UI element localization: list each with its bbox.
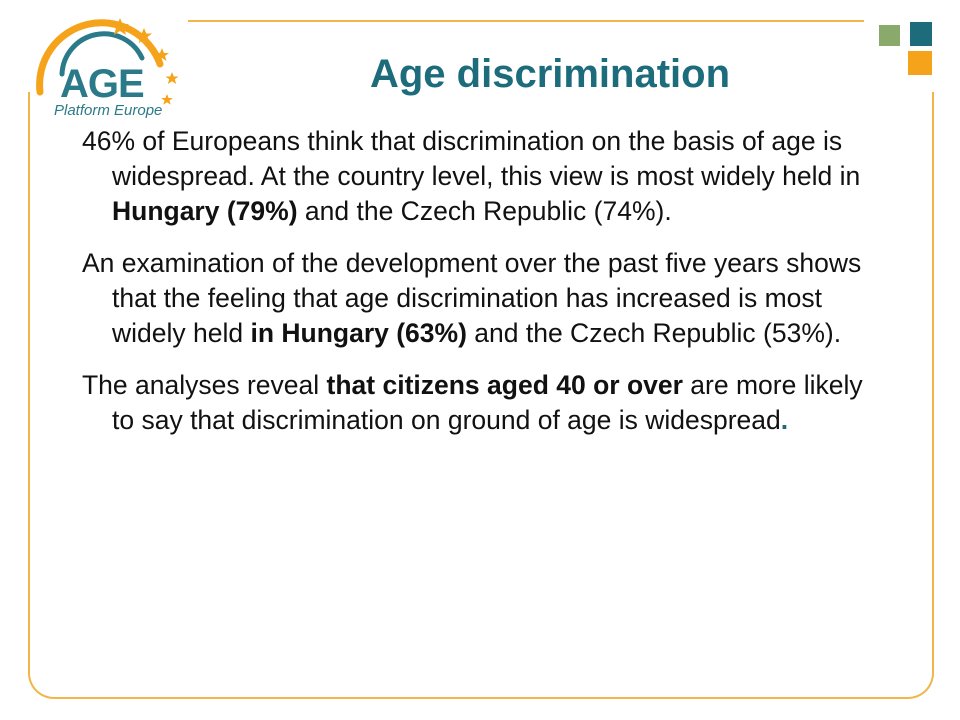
paragraph-3: The analyses reveal that citizens aged 4… (82, 368, 882, 438)
paragraph-3-period: . (780, 405, 789, 435)
paragraph-2-highlight: in Hungary (63%) (250, 318, 467, 348)
slide-frame (28, 92, 934, 699)
slide-body: 46% of Europeans think that discriminati… (82, 124, 882, 455)
paragraph-2: An examination of the development over t… (82, 246, 882, 351)
logo-subtitle: Platform Europe (54, 102, 163, 119)
paragraph-3-text: The analyses reveal (82, 370, 327, 400)
decor-square-green (879, 25, 900, 46)
slide-title: Age discrimination (369, 52, 731, 96)
decor-square-orange (908, 51, 932, 75)
paragraph-2-tail: and the Czech Republic (53%). (466, 318, 842, 348)
paragraph-1-text: 46% of Europeans think that discriminati… (82, 126, 861, 191)
paragraph-3-highlight: that citizens aged 40 or over (326, 370, 683, 400)
logo-wordmark: AGE (60, 62, 145, 106)
paragraph-1-highlight: Hungary (79%) (112, 196, 298, 226)
logo-arc-icon (36, 18, 179, 105)
paragraph-2-text: An examination of the development over t… (82, 248, 862, 348)
age-platform-logo: AGE Platform Europe (22, 14, 192, 124)
frame-top-line (188, 20, 864, 22)
paragraph-1-tail: and the Czech Republic (74%). (297, 196, 672, 226)
decor-square-teal (910, 22, 932, 46)
paragraph-1: 46% of Europeans think that discriminati… (82, 124, 882, 229)
paragraph-3-tail: are more likely to say that discriminati… (112, 370, 863, 435)
